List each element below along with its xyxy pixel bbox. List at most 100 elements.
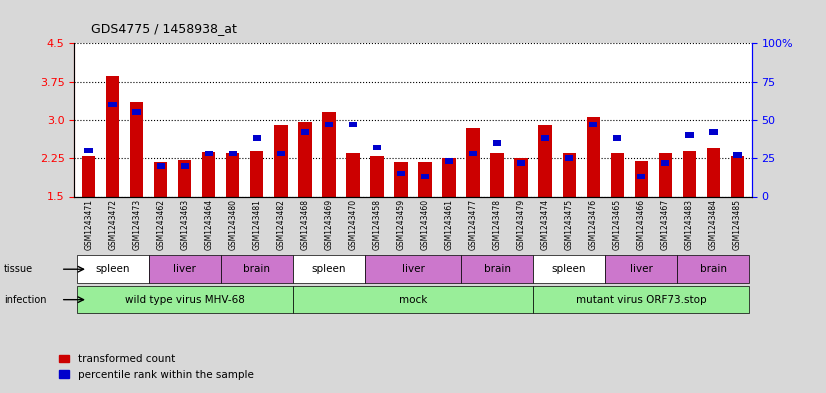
Text: GSM1243471: GSM1243471 [84,199,93,250]
Bar [178,160,192,196]
Bar [107,76,120,196]
Text: GSM1243480: GSM1243480 [228,199,237,250]
Bar [250,151,263,196]
Bar [322,112,335,196]
Text: spleen: spleen [311,264,346,274]
Bar [517,160,525,166]
Bar [706,148,719,196]
Bar [419,162,432,196]
Text: GSM1243461: GSM1243461 [444,199,453,250]
Text: GSM1243473: GSM1243473 [132,199,141,250]
Text: mutant virus ORF73.stop: mutant virus ORF73.stop [576,295,706,305]
Text: GSM1243476: GSM1243476 [589,199,598,250]
Bar [613,135,621,141]
Text: GSM1243482: GSM1243482 [277,199,286,250]
Bar [461,255,533,283]
Bar [154,162,168,196]
Text: GSM1243469: GSM1243469 [325,199,334,250]
Bar [205,151,213,156]
Bar [253,135,261,141]
Bar [131,102,144,196]
Bar [202,152,216,196]
Text: GSM1243463: GSM1243463 [180,199,189,250]
Text: GSM1243458: GSM1243458 [373,199,382,250]
Text: GDS4775 / 1458938_at: GDS4775 / 1458938_at [91,22,237,35]
Bar [226,153,240,196]
Bar [533,255,605,283]
Legend: transformed count, percentile rank within the sample: transformed count, percentile rank withi… [55,350,258,384]
Bar [349,121,358,127]
Bar [298,123,311,196]
Text: brain: brain [700,264,727,274]
Bar [420,174,430,180]
Bar [493,140,501,146]
Text: liver: liver [629,264,653,274]
Bar [82,156,95,196]
Bar [396,171,406,176]
Text: infection: infection [4,295,46,305]
Bar [565,155,573,161]
Bar [77,255,149,283]
Bar [325,121,333,127]
Text: tissue: tissue [4,264,33,274]
Text: brain: brain [483,264,510,274]
Bar [661,160,670,166]
Bar [467,127,480,196]
Bar [682,151,695,196]
Bar [293,255,365,283]
Bar [589,121,597,127]
Text: mock: mock [399,295,427,305]
Bar [370,156,383,196]
Text: GSM1243459: GSM1243459 [396,199,406,250]
Bar [293,286,533,313]
Text: GSM1243467: GSM1243467 [661,199,670,250]
Bar [637,174,645,180]
Bar [539,125,552,196]
Text: GSM1243472: GSM1243472 [108,199,117,250]
Bar [444,158,453,164]
Bar [365,255,461,283]
Bar [77,286,293,313]
Bar [373,145,382,151]
Text: GSM1243479: GSM1243479 [516,199,525,250]
Text: GSM1243464: GSM1243464 [204,199,213,250]
Bar [274,125,287,196]
Bar [533,286,749,313]
Bar [610,153,624,196]
Text: brain: brain [244,264,270,274]
Text: GSM1243484: GSM1243484 [709,199,718,250]
Text: liver: liver [173,264,197,274]
Bar [563,153,576,196]
Bar [515,158,528,196]
Bar [229,151,237,156]
Text: GSM1243481: GSM1243481 [253,199,261,250]
Bar [634,161,648,196]
Bar [468,151,477,156]
Bar [84,148,93,153]
Bar [108,102,117,107]
Bar [156,163,165,169]
Bar [685,132,694,138]
Text: spleen: spleen [552,264,586,274]
Text: GSM1243470: GSM1243470 [349,199,358,250]
Text: GSM1243475: GSM1243475 [565,199,573,250]
Bar [443,158,456,196]
Bar [346,153,359,196]
Bar [149,255,221,283]
Bar [541,135,549,141]
Bar [677,255,749,283]
Bar [731,156,744,196]
Text: GSM1243474: GSM1243474 [540,199,549,250]
Bar [132,109,141,115]
Text: GSM1243485: GSM1243485 [733,199,742,250]
Text: liver: liver [401,264,425,274]
Text: GSM1243460: GSM1243460 [420,199,430,250]
Bar [733,152,742,158]
Text: spleen: spleen [96,264,130,274]
Text: GSM1243468: GSM1243468 [301,199,310,250]
Bar [605,255,677,283]
Text: GSM1243466: GSM1243466 [637,199,646,250]
Bar [277,151,285,156]
Text: GSM1243465: GSM1243465 [613,199,622,250]
Text: GSM1243462: GSM1243462 [156,199,165,250]
